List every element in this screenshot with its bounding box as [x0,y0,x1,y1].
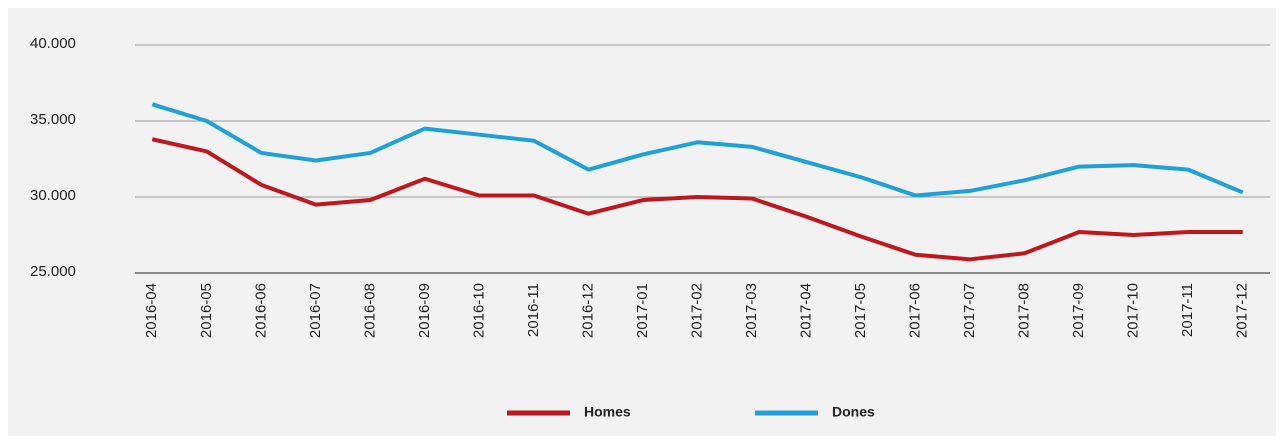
x-tick-label: 2016-09 [416,283,433,338]
legend-label: Homes [584,404,631,420]
x-tick-label: 2017-10 [1125,283,1142,338]
line-series [151,137,1243,262]
x-tick-label: 2017-01 [634,283,651,338]
x-tick-label: 2016-08 [361,283,378,338]
legend-label: Dones [832,404,875,420]
x-tick-label: 2017-09 [1070,283,1087,338]
x-tick-label: 2017-06 [907,283,924,338]
x-tick-label: 2016-12 [579,283,596,338]
y-tick-label: 35.000 [30,111,76,128]
y-tick-label: 40.000 [30,35,76,52]
x-tick-label: 2017-04 [798,283,815,338]
x-tick-label: 2017-05 [852,283,869,338]
y-tick-label: 25.000 [30,263,76,280]
line-series [151,102,1244,198]
x-tick-label: 2017-11 [1179,283,1196,337]
x-tick-label: 2017-02 [688,283,705,338]
x-tick-label: 2016-06 [252,283,269,338]
x-tick-label: 2017-08 [1016,283,1033,338]
x-tick-label: 2016-04 [143,283,160,338]
x-tick-label: 2016-07 [307,283,324,338]
x-tick-label: 2017-03 [743,283,760,338]
x-tick-label: 2016-05 [198,283,215,338]
chart-background [8,8,1276,436]
y-tick-label: 30.000 [30,187,76,204]
x-tick-label: 2016-10 [470,283,487,338]
x-tick-label: 2016-11 [525,283,542,337]
x-tick-label: 2017-12 [1234,283,1251,338]
x-tick-label: 2017-07 [961,283,978,338]
